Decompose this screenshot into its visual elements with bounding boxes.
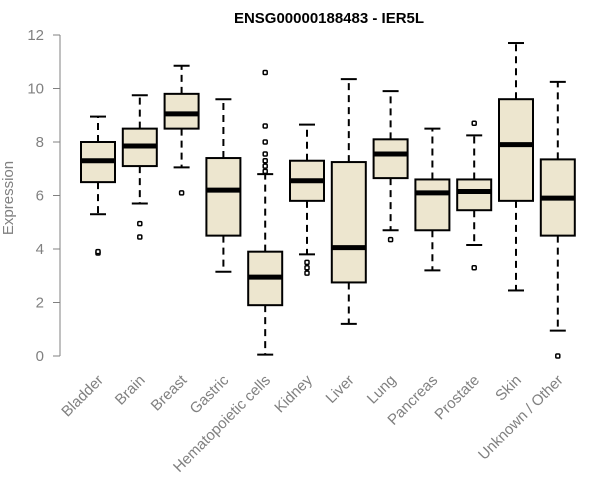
box-group [330,78,367,325]
outlier-point [262,139,268,145]
y-tick-label: 6 [36,188,44,205]
outlier-point [95,248,101,255]
chart-title: ENSG00000188483 - IER5L [234,10,424,27]
box [414,178,451,232]
box [498,98,534,202]
box [163,92,200,130]
outlier-point [137,234,143,240]
box-group [498,42,534,292]
outlier-point [137,220,143,227]
box-group [121,94,158,240]
outlier-point [471,120,477,127]
box-group [372,90,409,243]
outlier-point [262,151,268,157]
x-tick-label: Brain [112,372,149,409]
x-tick-label: Breast [148,371,191,414]
box-group [247,69,284,356]
x-tick-label: Skin [492,372,525,405]
y-axis-label: Expression [0,161,17,235]
outlier-point [262,163,268,169]
box-group [205,98,242,273]
x-tick-label: Liver [323,372,358,407]
box-group [80,115,116,256]
box-group [414,127,451,272]
box-group [163,64,200,196]
outlier-point [262,157,268,164]
box-group [456,120,493,271]
outlier-point [262,168,268,175]
outlier-point [555,353,561,359]
box [372,138,409,180]
outlier-point [262,123,268,129]
box [456,178,493,212]
y-tick-label: 2 [36,295,44,312]
outlier-point [178,190,185,196]
box-group [539,80,576,359]
y-tick-label: 0 [36,348,44,365]
x-tick-label: Prostate [431,372,483,424]
outlier-point [471,264,477,271]
outlier-point [262,69,268,76]
outlier-point [387,236,394,243]
plot-area [80,42,576,359]
y-tick-label: 8 [36,134,44,151]
x-tick-label: Bladder [58,372,107,421]
y-tick-label: 4 [36,241,44,258]
y-tick-label: 12 [27,27,44,44]
box-group [289,123,325,276]
y-axis: 0 2 4 6 8 10 12 [27,27,61,365]
outlier-point [304,259,310,266]
outlier-point [304,264,310,271]
box [330,161,367,284]
outlier-point [304,270,310,276]
box [205,157,242,237]
y-tick-label: 10 [27,81,44,98]
x-tick-label: Kidney [271,371,316,416]
x-tick-label: Lung [364,372,400,408]
